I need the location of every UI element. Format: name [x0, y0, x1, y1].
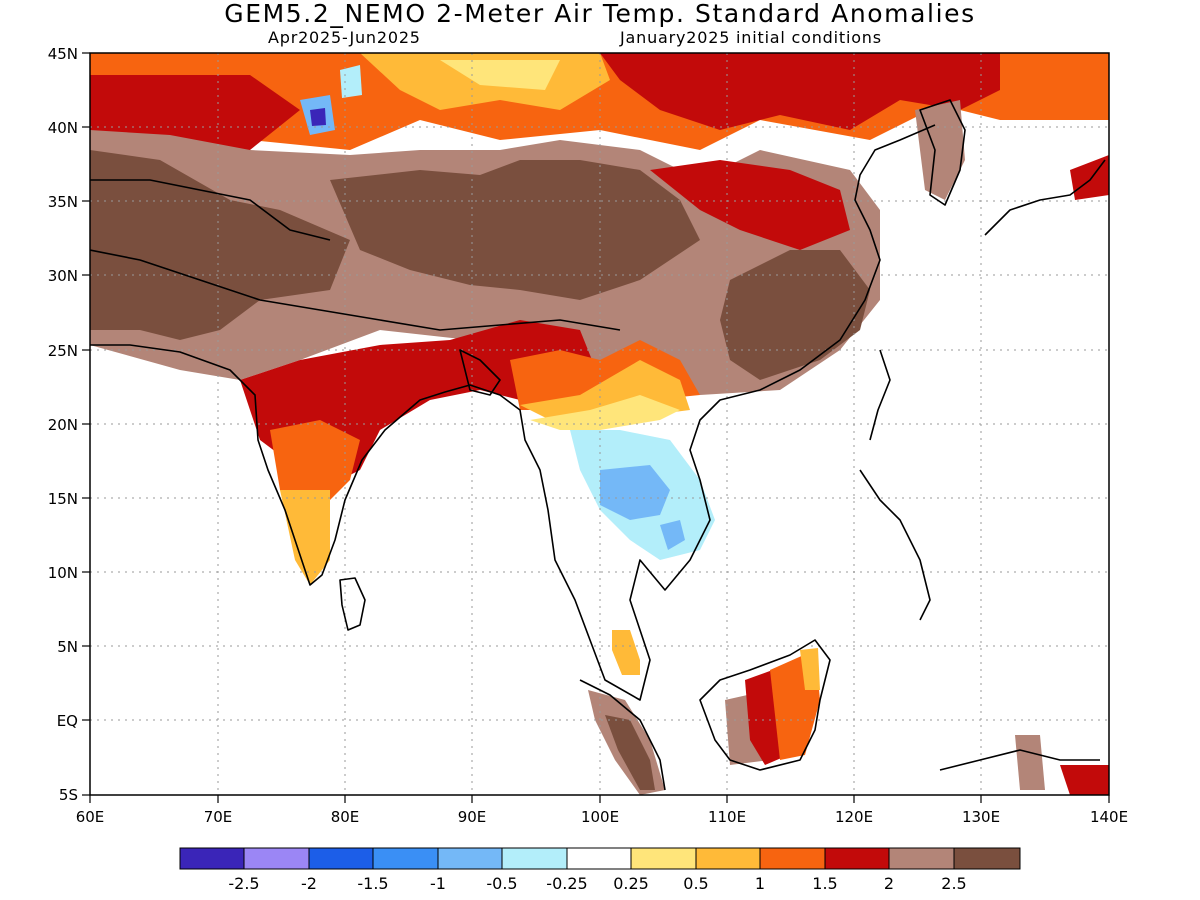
region-india-yellow: [280, 490, 330, 585]
colorbar-label: 1.5: [812, 874, 837, 893]
region-dark-brown-tibet: [330, 160, 700, 300]
lat-label: 30N: [48, 267, 78, 285]
initial-conditions: January2025 initial conditions: [620, 28, 882, 47]
lat-label: 35N: [48, 193, 78, 211]
region-malaysia-yellow: [612, 630, 640, 675]
forecast-period: Apr2025-Jun2025: [268, 28, 421, 47]
lon-label: 70E: [204, 808, 233, 826]
lon-label: 90E: [458, 808, 487, 826]
region-borneo-yellow: [800, 648, 820, 690]
region-korea-brown: [915, 100, 965, 200]
lat-label: 45N: [48, 45, 78, 63]
lon-label: 130E: [962, 808, 1000, 826]
colorbar-label: 0.5: [683, 874, 708, 893]
gridlines: [90, 53, 1109, 795]
region-japan-red: [1070, 155, 1109, 200]
lat-label: 5N: [57, 638, 78, 656]
colorbar-box-13: [953, 847, 1021, 870]
lat-labels: 5S EQ 5N 10N 15N 20N 25N 30N 35N 40N 45N: [48, 45, 78, 804]
region-cold-spot-2: [340, 65, 362, 98]
lon-label: 100E: [581, 808, 619, 826]
lat-label: 20N: [48, 416, 78, 434]
lat-label: 5S: [59, 786, 78, 804]
region-dark-brown-south-china: [720, 250, 870, 380]
lat-label: 15N: [48, 490, 78, 508]
lat-label: EQ: [57, 712, 78, 730]
colorbar-label: -0.25: [546, 874, 587, 893]
colorbar-label: 2: [884, 874, 894, 893]
colorbar-label: -0.5: [486, 874, 517, 893]
lon-label: 110E: [708, 808, 746, 826]
colorbar-box-12: [888, 847, 955, 870]
colorbar-label: 1: [755, 874, 765, 893]
colorbar-label: -1: [430, 874, 446, 893]
region-north-lightyellow: [440, 60, 560, 90]
colorbar-box-4: [372, 847, 439, 870]
colorbar-box-1: [179, 847, 245, 870]
tick-marks: [82, 52, 1110, 803]
region-dark-brown-west: [90, 150, 350, 340]
region-north-darkred: [600, 53, 1000, 130]
region-new-guinea-brown: [1015, 735, 1045, 790]
lon-labels: 60E 70E 80E 90E 100E 110E 120E 130E 140E: [76, 808, 1128, 826]
colorbar-box-8: [630, 847, 697, 870]
colorbar-labels: -2.5 -2 -1.5 -1 -0.5 -0.25 0.25 0.5 1 1.…: [228, 874, 966, 893]
lat-label: 40N: [48, 119, 78, 137]
colorbar-box-9: [695, 847, 761, 870]
region-indochina-blue: [600, 465, 670, 520]
region-new-guinea: [1060, 765, 1109, 795]
lon-label: 80E: [331, 808, 360, 826]
lon-label: 140E: [1090, 808, 1128, 826]
region-sumatra-darkbrown: [605, 715, 655, 790]
colorbar-label: -2: [301, 874, 317, 893]
colorbar-box-3: [308, 847, 374, 870]
region-china-darkred: [650, 160, 850, 250]
region-myanmar-lightyellow: [530, 395, 680, 430]
colorbar-box-6: [501, 847, 568, 870]
colorbar-box-7: [566, 847, 632, 870]
lon-label: 60E: [76, 808, 105, 826]
colorbar-label: -1.5: [357, 874, 388, 893]
anomaly-field: [90, 53, 1109, 795]
colorbar-box-2: [243, 847, 310, 870]
region-cold-spot-tianshan-core: [310, 108, 326, 126]
colorbar: [179, 847, 1021, 870]
colorbar-box-10: [759, 847, 826, 870]
region-indochina-blue-small: [660, 520, 685, 550]
colorbar-label: 0.25: [613, 874, 649, 893]
colorbar-box-11: [824, 847, 890, 870]
colorbar-label: 2.5: [941, 874, 966, 893]
coastlines: [90, 99, 1106, 791]
lon-label: 120E: [835, 808, 873, 826]
lat-label: 10N: [48, 564, 78, 582]
map-title: GEM5.2_NEMO 2-Meter Air Temp. Standard A…: [224, 0, 976, 28]
colorbar-box-5: [437, 847, 503, 870]
colorbar-label: -2.5: [228, 874, 259, 893]
lat-label: 25N: [48, 342, 78, 360]
